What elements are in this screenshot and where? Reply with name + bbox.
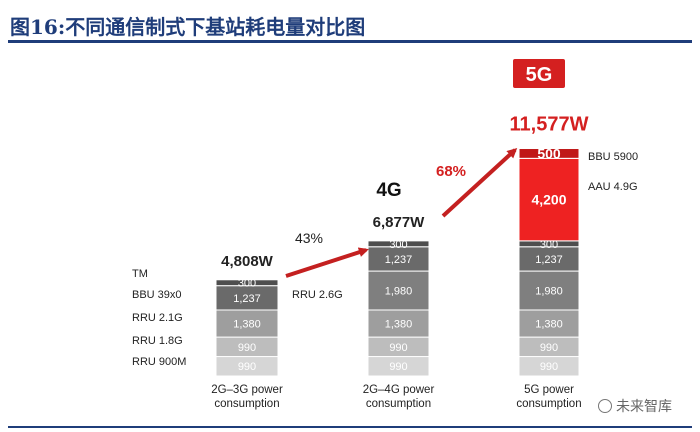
wechat-icon: [598, 399, 612, 413]
watermark-text: 未来智库: [616, 399, 672, 415]
legend-label: RRU 2.1G: [132, 312, 183, 324]
page-title: 图16:不同通信制式下基站耗电量对比图: [10, 15, 366, 39]
bottom-divider: [8, 426, 692, 428]
legend-label: BBU 5900: [588, 151, 638, 163]
total-label: 11,577W: [510, 114, 589, 136]
segment-value-label: 1,237: [535, 254, 563, 266]
segment-value-label: 990: [389, 342, 407, 354]
segment-value-label: 1,980: [385, 285, 413, 297]
segment-value-label: 1,380: [535, 318, 563, 330]
segment-value-label: 1,237: [233, 293, 261, 305]
legend-label: BBU 39x0: [132, 289, 182, 301]
legend-label: AAU 4.9G: [588, 181, 638, 193]
legend-label: RRU 900M: [132, 356, 186, 368]
bars-group: 990 990 1,380 1,237 300 990 990 1,380 1,980 1,237…: [215, 145, 580, 377]
growth-arrow: [285, 247, 369, 278]
segment-value-label: 1,980: [535, 285, 563, 297]
segment-value-label: 990: [389, 361, 407, 373]
segment-value-label: 990: [238, 342, 256, 354]
bar-segment-bbu-39x0: [215, 285, 279, 311]
category-label: 5G power: [524, 384, 574, 396]
growth-arrow: [441, 147, 518, 218]
segment-value-label: 1,380: [233, 318, 261, 330]
bar-segment-tm: [367, 240, 430, 248]
bar-segment-rru-2-6g: [518, 270, 580, 311]
category-label: 2G–3G power: [211, 384, 283, 396]
segment-value-label: 500: [537, 145, 561, 161]
category-label: consumption: [214, 398, 279, 410]
legend-label: RRU 1.8G: [132, 335, 183, 347]
title-divider: [8, 40, 692, 43]
growth-label: 68%: [436, 163, 466, 180]
segment-value-label: 990: [238, 361, 256, 373]
category-label: consumption: [516, 398, 581, 410]
bar-segment-aau-4-9g: [518, 157, 580, 242]
bar-segment-rru-2-6g: [367, 270, 430, 311]
header: 图16:不同通信制式下基站耗电量对比图: [0, 0, 700, 48]
legend-label: RRU 2.6G: [292, 289, 343, 301]
overlay-group: 2G–3G power consumption 2G–4G power consump…: [132, 59, 638, 410]
bar-segment-rru-2-1g: [518, 309, 580, 338]
category-label: consumption: [366, 398, 431, 410]
bar-segment-rru-2-1g: [367, 309, 430, 338]
growth-label: 43%: [295, 230, 323, 246]
badge-5g: 5G: [526, 64, 553, 86]
segment-value-label: 300: [540, 239, 558, 251]
total-label: 4,808W: [221, 253, 274, 270]
segment-value-label: 990: [540, 361, 558, 373]
category-label: 2G–4G power: [363, 384, 435, 396]
bar-segment-tm: [215, 279, 279, 287]
segment-value-label: 1,237: [385, 254, 413, 266]
watermark: 未来智库: [598, 396, 672, 416]
segment-value-label: 1,380: [385, 318, 413, 330]
segment-value-label: 4,200: [531, 192, 566, 208]
segment-value-label: 990: [540, 342, 558, 354]
total-label: 6,877W: [373, 214, 426, 231]
bar-segment-bbu-39x0: [367, 246, 430, 272]
badge-5g-box: [513, 59, 565, 88]
badge-4g: 4G: [376, 180, 401, 201]
segment-value-label: 300: [238, 278, 256, 290]
segment-value-label: 300: [389, 239, 407, 251]
bar-segment-bbu-5900: [518, 148, 580, 159]
bar-segment-bbu-39x0: [518, 246, 580, 272]
legend-label: TM: [132, 268, 148, 280]
